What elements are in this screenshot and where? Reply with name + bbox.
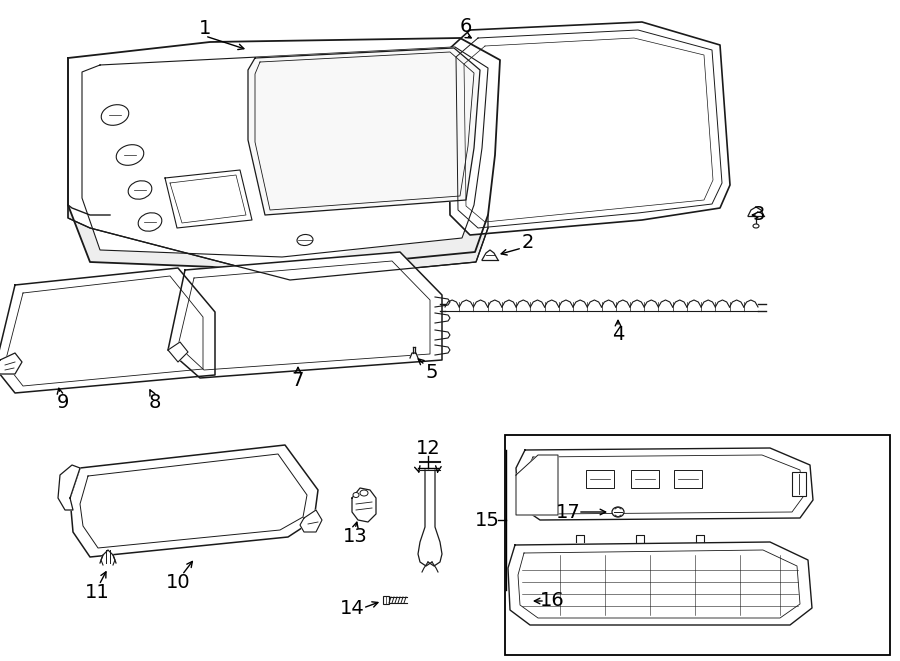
Polygon shape xyxy=(0,353,22,374)
Polygon shape xyxy=(502,300,516,311)
Polygon shape xyxy=(488,300,502,311)
Polygon shape xyxy=(448,22,730,235)
Polygon shape xyxy=(588,300,601,311)
Polygon shape xyxy=(410,353,418,358)
Polygon shape xyxy=(716,300,730,311)
Polygon shape xyxy=(70,445,318,557)
Text: 7: 7 xyxy=(292,371,304,389)
Text: 3: 3 xyxy=(752,206,765,225)
Polygon shape xyxy=(473,300,488,311)
Bar xyxy=(586,470,614,488)
Text: 13: 13 xyxy=(343,527,367,547)
Bar xyxy=(792,472,806,496)
Polygon shape xyxy=(748,207,764,216)
Polygon shape xyxy=(644,300,659,311)
Polygon shape xyxy=(508,542,812,625)
Polygon shape xyxy=(352,488,376,522)
Polygon shape xyxy=(68,38,500,270)
Polygon shape xyxy=(573,300,588,311)
Polygon shape xyxy=(516,455,558,515)
Polygon shape xyxy=(0,268,215,393)
Polygon shape xyxy=(516,448,813,520)
Polygon shape xyxy=(743,300,758,311)
Polygon shape xyxy=(730,300,743,311)
Text: 10: 10 xyxy=(166,574,190,592)
Ellipse shape xyxy=(128,180,152,199)
Bar xyxy=(505,435,890,655)
Polygon shape xyxy=(530,300,544,311)
Polygon shape xyxy=(459,300,473,311)
Text: 6: 6 xyxy=(460,17,473,36)
Polygon shape xyxy=(168,252,442,378)
Polygon shape xyxy=(58,465,80,510)
Polygon shape xyxy=(544,300,559,311)
Polygon shape xyxy=(300,510,322,532)
Bar xyxy=(674,470,702,488)
Polygon shape xyxy=(630,300,644,311)
Polygon shape xyxy=(687,300,701,311)
Polygon shape xyxy=(248,48,480,215)
Polygon shape xyxy=(165,170,252,228)
Polygon shape xyxy=(100,550,116,563)
Polygon shape xyxy=(616,300,630,311)
Text: 8: 8 xyxy=(148,393,161,412)
Text: 17: 17 xyxy=(555,502,580,522)
Bar xyxy=(631,470,659,488)
Polygon shape xyxy=(418,470,442,566)
Text: 14: 14 xyxy=(339,598,365,617)
Ellipse shape xyxy=(139,213,162,231)
Text: 5: 5 xyxy=(426,364,438,383)
Polygon shape xyxy=(516,300,530,311)
Polygon shape xyxy=(601,300,616,311)
Polygon shape xyxy=(168,342,188,362)
Polygon shape xyxy=(482,250,498,260)
Polygon shape xyxy=(659,300,672,311)
Text: 4: 4 xyxy=(612,325,625,344)
Ellipse shape xyxy=(612,507,624,517)
Ellipse shape xyxy=(101,104,129,126)
Ellipse shape xyxy=(116,145,144,165)
Polygon shape xyxy=(559,300,573,311)
Ellipse shape xyxy=(360,490,368,496)
Polygon shape xyxy=(82,47,488,257)
Polygon shape xyxy=(68,205,488,280)
Text: 11: 11 xyxy=(85,584,110,602)
Ellipse shape xyxy=(353,492,359,498)
Polygon shape xyxy=(445,300,459,311)
Ellipse shape xyxy=(297,235,313,245)
Text: 9: 9 xyxy=(57,393,69,412)
Polygon shape xyxy=(701,300,716,311)
Polygon shape xyxy=(672,300,687,311)
Text: 2: 2 xyxy=(522,233,535,251)
Bar xyxy=(383,596,389,604)
Ellipse shape xyxy=(753,224,759,228)
Text: 15: 15 xyxy=(474,510,500,529)
Text: 16: 16 xyxy=(540,592,564,611)
Text: 1: 1 xyxy=(199,19,212,38)
Text: 12: 12 xyxy=(416,438,440,457)
